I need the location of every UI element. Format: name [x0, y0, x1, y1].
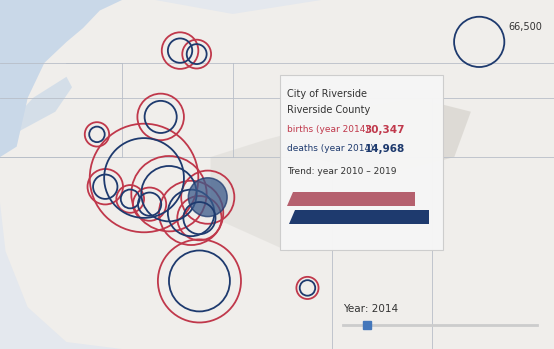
Polygon shape: [289, 210, 429, 224]
Text: deaths (year 2014):: deaths (year 2014):: [287, 144, 376, 153]
Polygon shape: [211, 122, 399, 251]
Text: Year: 2014: Year: 2014: [343, 304, 399, 314]
Text: 66,500: 66,500: [509, 22, 542, 32]
Text: Trend: year 2010 – 2019: Trend: year 2010 – 2019: [287, 167, 396, 176]
Text: City of Riverside: City of Riverside: [287, 89, 367, 99]
Text: 30,347: 30,347: [365, 125, 406, 135]
Text: 14,968: 14,968: [365, 144, 405, 154]
Text: births (year 2014):: births (year 2014):: [287, 125, 372, 134]
Circle shape: [188, 178, 227, 217]
Polygon shape: [287, 192, 415, 206]
Text: Riverside County: Riverside County: [287, 105, 370, 115]
FancyBboxPatch shape: [280, 75, 443, 250]
Polygon shape: [305, 98, 471, 174]
Polygon shape: [0, 0, 122, 157]
Polygon shape: [11, 77, 72, 133]
